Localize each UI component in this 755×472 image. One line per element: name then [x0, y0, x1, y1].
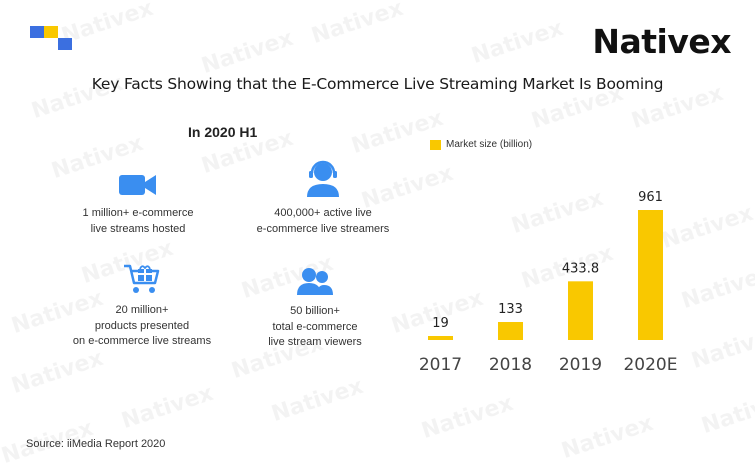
fact-line: 20 million+	[115, 304, 169, 316]
watermark: Nativex	[8, 346, 106, 399]
watermark: Nativex	[468, 16, 566, 69]
fact-line: products presented	[94, 319, 190, 332]
fact-products-presented: 20 million+ products presented on e-comm…	[42, 263, 242, 350]
source-note: Source: iiMedia Report 2020	[26, 438, 166, 450]
value-label-2018: 133	[498, 302, 523, 317]
watermark: Nativex	[308, 0, 406, 49]
market-size-bar-chart: 19 2017 133 2018 433.8 2019 961 2020E	[419, 190, 678, 375]
watermark: Nativex	[348, 106, 446, 159]
bar-2020E	[638, 210, 663, 340]
fact-active-streamers: 400,000+ active live e-commerce live str…	[223, 160, 423, 237]
period-subtitle: In 2020 H1	[188, 124, 258, 140]
brand-logo: Nativex	[592, 22, 731, 61]
category-label-2019: 2019	[559, 355, 602, 375]
bar-2017	[428, 336, 453, 340]
shopping-cart-gift-icon	[124, 264, 160, 293]
fact-streams-hosted: 1 million+ e-commerce live streams hoste…	[38, 172, 238, 237]
watermark: Nativex	[558, 411, 656, 464]
bar-2018	[498, 322, 523, 340]
legend-swatch	[430, 139, 441, 150]
value-label-2020E: 961	[638, 190, 663, 205]
watermark: Nativex	[418, 391, 516, 444]
category-label-2018: 2018	[489, 355, 532, 375]
value-label-2019: 433.8	[562, 261, 599, 276]
page-title: Key Facts Showing that the E-Commerce Li…	[91, 75, 664, 93]
legend-label: Market size (billion)	[446, 139, 533, 150]
fact-line: 400,000+ active live	[274, 207, 372, 219]
watermark: Nativex	[118, 381, 216, 434]
watermark: Nativex	[698, 386, 755, 439]
corner-squares-logo	[30, 26, 76, 58]
fact-total-viewers: 50 billion+ total e-commerce live stream…	[215, 266, 415, 351]
watermark: Nativex	[198, 26, 296, 79]
video-camera-icon	[119, 175, 156, 195]
bar-2019	[568, 281, 593, 340]
fact-line: e-commerce live streamers	[256, 222, 390, 235]
fact-line: 1 million+ e-commerce	[82, 207, 194, 219]
fact-line: total e-commerce	[272, 320, 358, 333]
fact-line: on e-commerce live streams	[72, 335, 212, 347]
fact-line: 50 billion+	[290, 305, 340, 317]
fact-line: live streams hosted	[90, 222, 186, 235]
category-label-2020E: 2020E	[623, 355, 677, 375]
chart-legend: Market size (billion)	[430, 139, 532, 150]
fact-line: live stream viewers	[268, 336, 362, 348]
viewers-group-icon	[297, 268, 333, 295]
value-label-2017: 19	[432, 316, 449, 331]
streamer-headset-icon	[307, 160, 339, 197]
watermark: Nativex	[268, 374, 366, 427]
category-label-2017: 2017	[419, 355, 462, 375]
